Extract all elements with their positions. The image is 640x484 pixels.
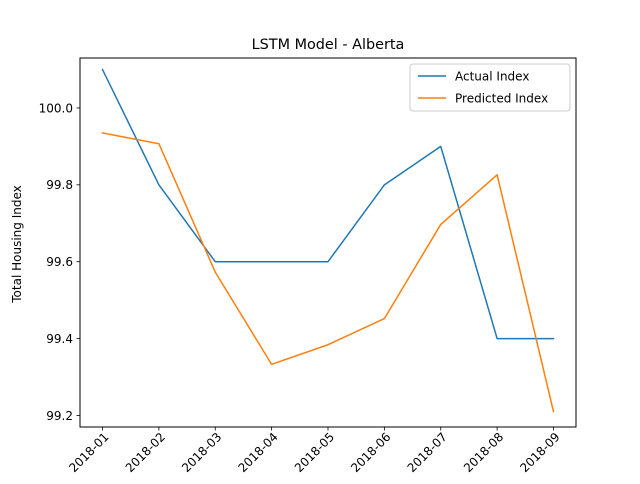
y-tick-label: 99.8: [46, 178, 73, 192]
series-line-predicted-index: [101, 132, 555, 413]
chart-title: LSTM Model - Alberta: [252, 37, 405, 53]
y-tick-label: 99.6: [46, 255, 73, 269]
y-tick-label: 99.4: [46, 332, 73, 346]
y-tick-label: 100.0: [39, 101, 73, 115]
series-line-actual-index: [101, 68, 555, 340]
y-tick-label: 99.2: [46, 409, 73, 423]
legend-box: [409, 63, 571, 112]
legend-label-actual-index: Actual Index: [455, 70, 529, 84]
legend: Actual Index Predicted Index: [409, 63, 571, 112]
legend-label-predicted-index: Predicted Index: [455, 92, 548, 106]
y-axis-label: Total Housing Index: [10, 185, 24, 303]
axes-frame: [79, 57, 577, 428]
